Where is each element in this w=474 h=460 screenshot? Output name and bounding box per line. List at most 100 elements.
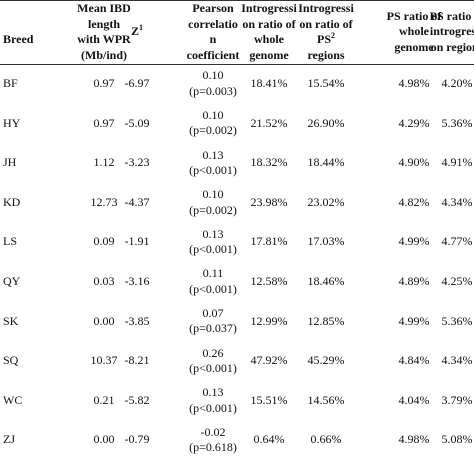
cell-text: -3.23 [124, 155, 150, 170]
cell-text: 0.97 [93, 115, 115, 130]
cell-text: (p=0.002) [189, 202, 237, 217]
cell-text: 1.12 [93, 155, 115, 170]
cell-text: 0.00 [93, 313, 115, 328]
header-text: on ratio of [242, 16, 296, 31]
header-text: Mean IBD [77, 1, 131, 15]
cell-text: 5.36% [441, 115, 473, 130]
cell-text: 0.11 [202, 266, 224, 281]
cell-text: 12.85% [307, 313, 345, 328]
cell-text: 0.13 [202, 147, 224, 162]
cell-text: (p<0.001) [189, 361, 237, 375]
cell-text: 0.09 [93, 234, 115, 249]
cell-text: 10.37 [90, 353, 118, 368]
cell-text: 17.03% [307, 234, 345, 249]
header-text: coefficient [186, 47, 240, 62]
cell-text: (p<0.001) [189, 281, 237, 296]
cell-text: -5.09 [124, 115, 150, 130]
cell-text: 0.00 [93, 432, 115, 447]
header-symbol: PS [316, 32, 332, 46]
cell-text: (p=0.003) [189, 83, 237, 98]
header-text: Introgressi [241, 1, 297, 15]
breed-name: WC [3, 392, 23, 407]
cell-text: 4.20% [441, 76, 473, 91]
header-text: PS ratio of [429, 8, 474, 23]
cell-text: 14.56% [307, 392, 345, 407]
header-text: length [87, 16, 121, 31]
cell-text: 0.26 [202, 345, 224, 360]
cell-text: 0.07 [202, 305, 224, 320]
cell-text: 23.02% [307, 194, 345, 209]
header-text: Pearson [192, 1, 234, 15]
breed-name: QY [3, 274, 21, 289]
header-text: genome [394, 39, 434, 54]
cell-text: 4.90% [398, 155, 430, 170]
breed-name: HY [3, 115, 21, 130]
cell-text: 4.34% [441, 353, 473, 368]
cell-text: 5.36% [441, 313, 473, 328]
cell-text: 21.52% [250, 115, 288, 130]
cell-text: 4.34% [441, 194, 473, 209]
header-text: introgressi [429, 24, 474, 39]
header-rule [0, 64, 474, 65]
cell-text: 0.13 [202, 226, 224, 241]
cell-text: 0.10 [202, 68, 224, 83]
header-text: on regions [430, 39, 474, 54]
cell-text: 4.99% [398, 313, 430, 328]
header-text: whole [254, 32, 284, 46]
cell-text: -5.82 [124, 392, 150, 407]
cell-text: 18.46% [307, 274, 345, 289]
cell-text: 15.54% [307, 76, 345, 91]
cell-text: 4.98% [398, 76, 430, 91]
cell-text: (p<0.001) [189, 163, 237, 177]
cell-text: 12.73 [90, 194, 118, 209]
header-symbol: Z [130, 24, 140, 39]
header-text: (Mb/ind) [80, 47, 128, 62]
cell-text: 17.81% [250, 234, 288, 249]
cell-text: (p<0.001) [189, 400, 237, 415]
header-text: genome [249, 47, 289, 62]
cell-text: 4.84% [398, 353, 430, 368]
cell-text: -8.21 [124, 353, 150, 368]
cell-text: (p=0.037) [189, 321, 237, 336]
breed-name: LS [3, 234, 18, 249]
breed-name: KD [3, 194, 21, 209]
cell-text: 45.29% [307, 353, 345, 368]
cell-text: -0.02 [200, 424, 226, 439]
header-text: PS ratio of [386, 8, 442, 23]
breed-name: SQ [3, 353, 19, 368]
cell-text: 3.79% [441, 392, 473, 407]
cell-text: 0.10 [202, 187, 224, 202]
cell-text: 26.90% [307, 115, 345, 130]
header-text: regions [307, 47, 345, 62]
cell-text: 0.97 [93, 76, 115, 91]
top-rule [0, 0, 474, 1]
footnote-mark: 2 [331, 31, 336, 40]
cell-text: 0.10 [202, 107, 224, 122]
cell-text: 5.08% [441, 432, 473, 447]
header-text: whole [399, 24, 429, 39]
cell-text: 4.77% [441, 234, 473, 249]
header-text: with WPR [77, 32, 131, 46]
cell-text: (p=0.618) [189, 440, 237, 455]
cell-text: 4.29% [398, 115, 430, 130]
cell-text: 4.25% [441, 274, 473, 289]
cell-text: 0.21 [93, 392, 115, 407]
breed-name: JH [3, 155, 17, 170]
breed-name: SK [3, 313, 19, 328]
cell-text: 15.51% [250, 392, 288, 407]
header-text: Introgressi [298, 1, 354, 15]
cell-text: -4.37 [124, 194, 150, 209]
cell-text: -3.16 [124, 274, 150, 289]
header-text: Z1 [131, 24, 143, 40]
cell-text: 18.44% [307, 155, 345, 170]
cell-text: (p=0.002) [189, 123, 237, 138]
header-text: correlatio [188, 16, 238, 31]
cell-text: -3.85 [124, 313, 150, 328]
cell-text: 18.32% [250, 155, 288, 170]
cell-text: 4.91% [441, 155, 473, 170]
header-text: n [209, 32, 217, 46]
cell-text: -0.79 [124, 432, 150, 447]
cell-text: 0.03 [93, 274, 115, 289]
cell-text: 47.92% [250, 353, 288, 368]
